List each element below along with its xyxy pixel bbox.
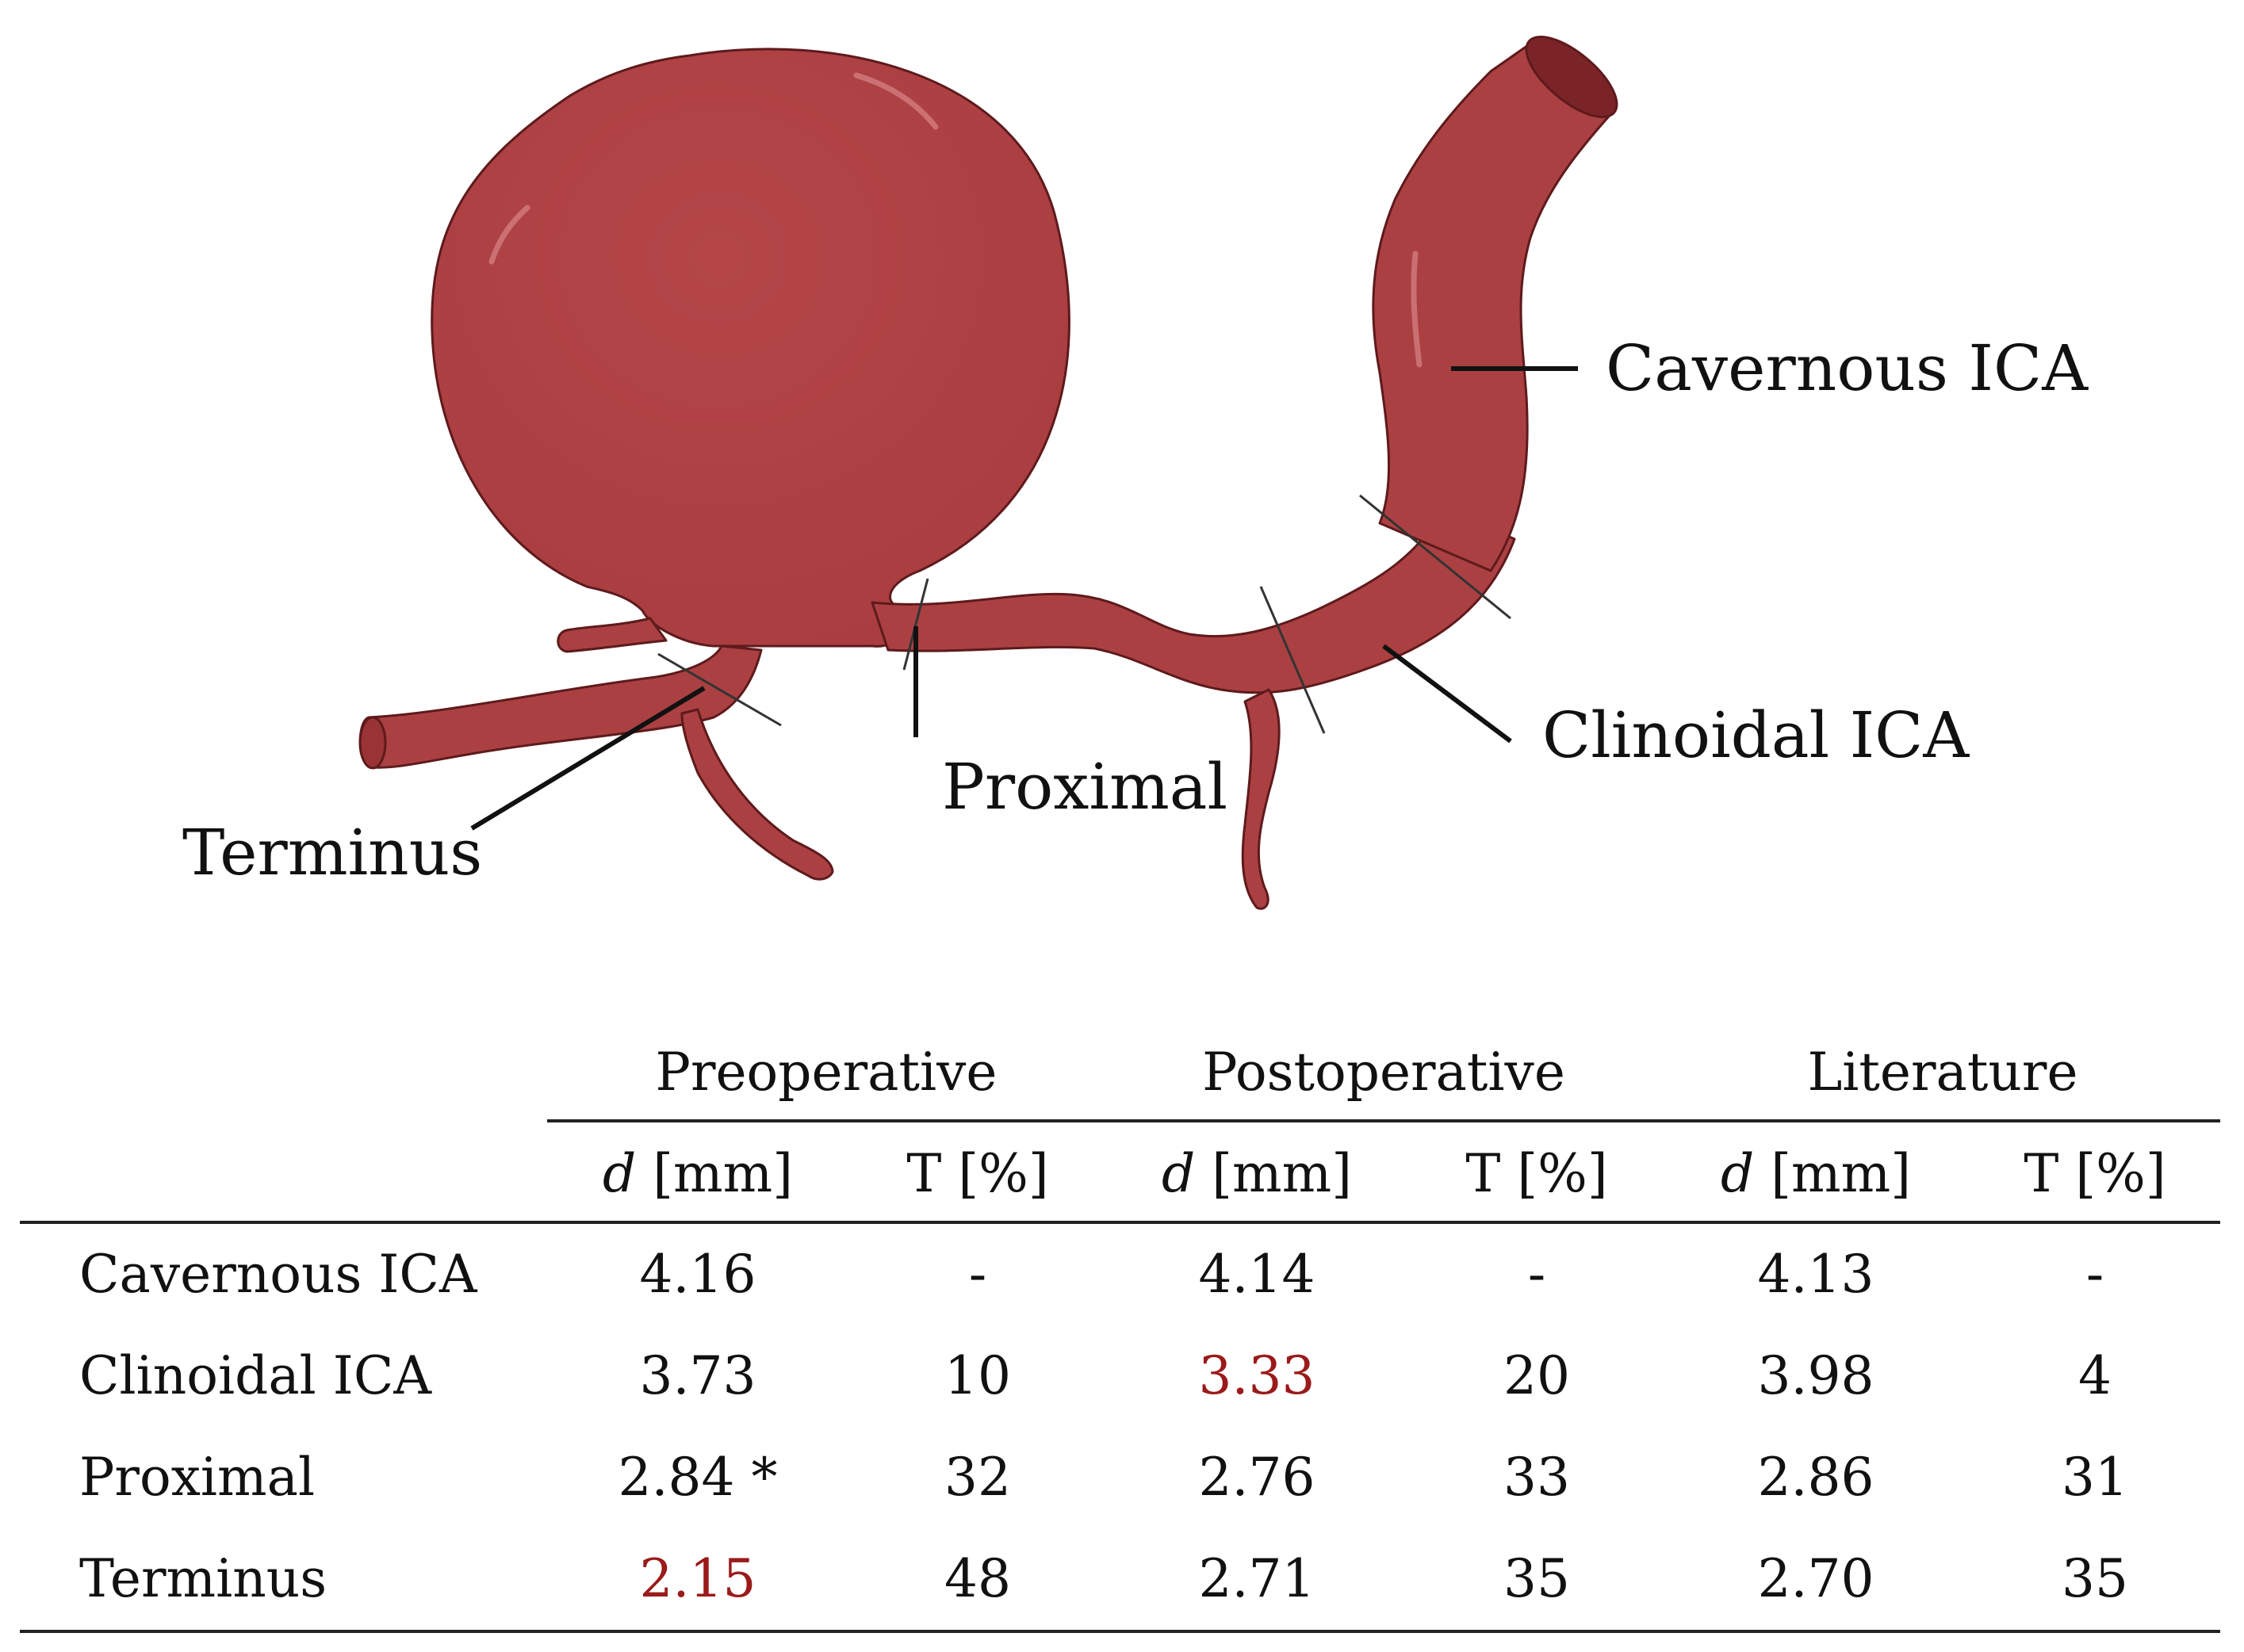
section-line-terminus [657, 652, 782, 727]
subheader-d-lit: d [mm] [1721, 1143, 1911, 1204]
leader-lines [470, 366, 1578, 831]
table-cell: 4 [2078, 1345, 2112, 1406]
vessel-cavernous-segment [1372, 42, 1615, 572]
vessel-middle-segment [871, 506, 1516, 694]
rule-group-underline [547, 1119, 2220, 1122]
branch-clinoidal-down [1241, 688, 1281, 910]
table-cell: - [2085, 1244, 2104, 1305]
section-line-cavernous [1359, 494, 1511, 620]
table-cell: 48 [944, 1548, 1011, 1609]
table-cell: - [1527, 1244, 1546, 1305]
table-cell: 3.98 [1757, 1345, 1874, 1406]
label-clinoidal-ica: Clinoidal ICA [1542, 698, 1970, 772]
rule-table-bottom [20, 1630, 2220, 1633]
measurements-table: Preoperative Postoperative Literature d … [0, 983, 2244, 1649]
subheader-d-post: d [mm] [1162, 1143, 1352, 1204]
group-header-preoperative: Preoperative [655, 1042, 998, 1103]
leader-line-terminus [470, 686, 706, 831]
vessel-cavernous-opening [1525, 35, 1618, 119]
table-cell: 4.16 [639, 1244, 756, 1305]
table-cell: 33 [1503, 1447, 1570, 1508]
subheader-t-pre: T [%] [906, 1143, 1049, 1204]
table-cell-highlighted: 2.15 [639, 1548, 756, 1609]
leader-line-clinoidal [1382, 644, 1512, 744]
table-cell: 31 [2062, 1447, 2128, 1508]
table-cell: 20 [1503, 1345, 1570, 1406]
table-cell-highlighted: 3.33 [1198, 1345, 1315, 1406]
table-cell: 10 [944, 1345, 1011, 1406]
section-line-proximal [902, 578, 929, 671]
table-cell: 2.86 [1757, 1447, 1874, 1508]
row-label: Proximal [79, 1447, 316, 1508]
vessel-body [358, 35, 1618, 910]
row-label: Cavernous ICA [79, 1244, 477, 1305]
row-label: Clinoidal ICA [79, 1345, 431, 1406]
table-cell: 2.71 [1198, 1548, 1315, 1609]
vessel-illustration: Cavernous ICA Clinoidal ICA Proximal Ter… [182, 35, 2089, 910]
label-proximal: Proximal [942, 750, 1227, 824]
table-cell: 4.13 [1757, 1244, 1874, 1305]
branch-upper-left [557, 617, 668, 653]
table-cell: 4.14 [1198, 1244, 1315, 1305]
table-cell: 3.73 [639, 1345, 756, 1406]
row-label: Terminus [79, 1548, 327, 1609]
vessel-left-segment [358, 644, 763, 769]
table-cell: 32 [944, 1447, 1011, 1508]
table-cell: 2.84 * [618, 1447, 778, 1508]
aneurysm-dome [431, 48, 1070, 648]
vessel-highlights [488, 72, 1423, 368]
subheader-t-post: T [%] [1465, 1143, 1608, 1204]
label-cavernous-ica: Cavernous ICA [1606, 331, 2089, 405]
section-lines [657, 494, 1511, 734]
table-cell: - [968, 1244, 987, 1305]
table-cell: 2.70 [1757, 1548, 1874, 1609]
subheader-t-lit: T [%] [2024, 1143, 2166, 1204]
group-header-postoperative: Postoperative [1202, 1042, 1565, 1103]
branch-terminus-down [680, 708, 834, 881]
label-terminus: Terminus [182, 816, 482, 889]
table-cell: 35 [2062, 1548, 2128, 1609]
vessel-left-end [358, 716, 387, 770]
section-line-clinoidal [1259, 586, 1326, 734]
table-cell: 35 [1503, 1548, 1570, 1609]
rule-header-bottom [20, 1221, 2220, 1224]
group-header-literature: Literature [1807, 1042, 2078, 1103]
subheader-d-pre: d [mm] [603, 1143, 793, 1204]
table-cell: 2.76 [1198, 1447, 1315, 1508]
